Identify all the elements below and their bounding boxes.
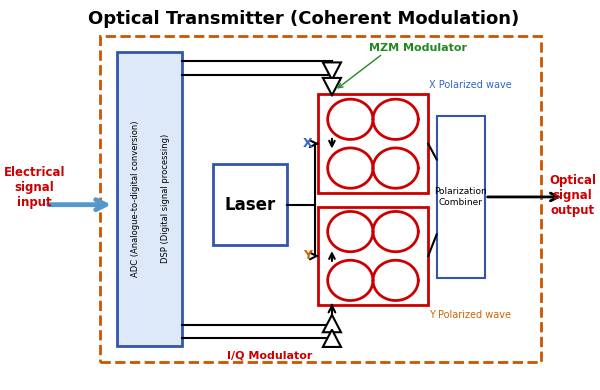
Polygon shape bbox=[323, 78, 341, 95]
Text: Optical
signal
output: Optical signal output bbox=[549, 174, 596, 216]
Text: Laser: Laser bbox=[224, 196, 275, 214]
Text: Optical Transmitter (Coherent Modulation): Optical Transmitter (Coherent Modulation… bbox=[88, 10, 519, 28]
Bar bbox=[318, 207, 428, 305]
Bar bbox=[318, 94, 428, 193]
Text: ADC (Analogue-to-digital conversion): ADC (Analogue-to-digital conversion) bbox=[131, 121, 140, 277]
Text: X Polarized wave: X Polarized wave bbox=[430, 80, 512, 90]
Polygon shape bbox=[323, 315, 341, 332]
Text: Y: Y bbox=[303, 250, 312, 262]
Text: I/Q Modulator: I/Q Modulator bbox=[227, 351, 313, 361]
Bar bbox=[117, 52, 182, 346]
Text: DSP (Digital signal processing): DSP (Digital signal processing) bbox=[161, 134, 170, 264]
Bar bbox=[100, 36, 541, 362]
Polygon shape bbox=[323, 62, 341, 80]
Polygon shape bbox=[323, 330, 341, 347]
Bar bbox=[213, 164, 287, 245]
Text: X: X bbox=[303, 137, 313, 150]
Text: Polarization
Combiner: Polarization Combiner bbox=[434, 187, 487, 207]
Bar bbox=[437, 115, 485, 278]
Text: Y Polarized wave: Y Polarized wave bbox=[430, 310, 511, 320]
Text: Electrical
signal
input: Electrical signal input bbox=[4, 166, 65, 209]
Text: MZM Modulator: MZM Modulator bbox=[369, 43, 467, 53]
